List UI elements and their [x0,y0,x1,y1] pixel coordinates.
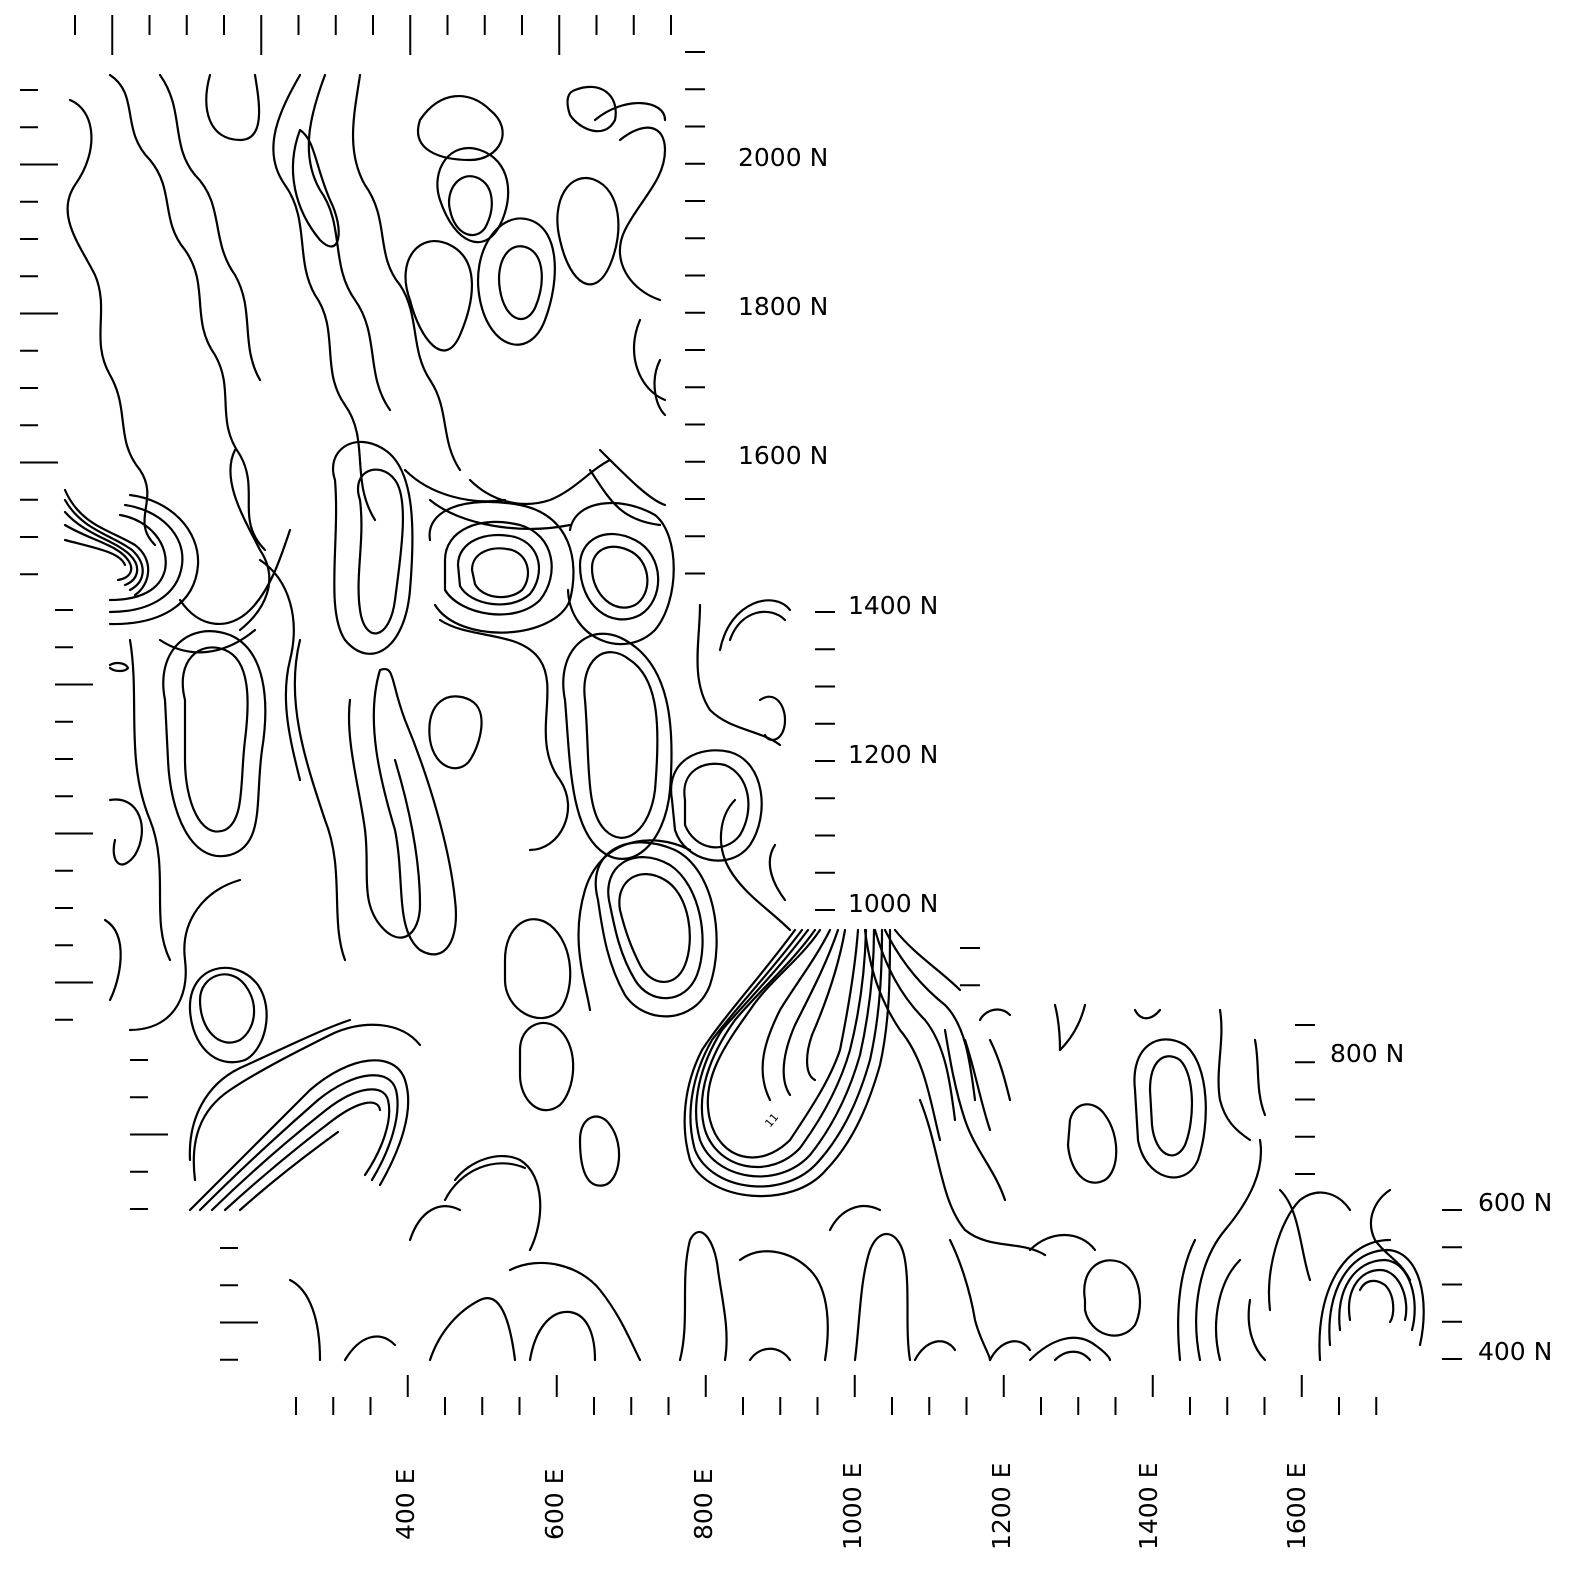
north-label-1200: 1200 N [848,740,938,769]
east-axis-labels: 400 E 600 E 800 E 1000 E 1200 E 1400 E 1… [391,1463,1311,1550]
east-label-400: 400 E [391,1469,420,1540]
east-label-1000: 1000 E [838,1463,867,1550]
east-label-1200: 1200 E [987,1463,1016,1550]
contour-lines [63,73,1425,1362]
axis-ticks [20,15,1462,1415]
north-label-2000: 2000 N [738,143,828,172]
east-label-1600: 1600 E [1282,1463,1311,1550]
east-label-600: 600 E [540,1469,569,1540]
contour-value-label: 11 [762,1111,781,1130]
north-label-1400: 1400 N [848,591,938,620]
east-label-800: 800 E [689,1469,718,1540]
north-label-600: 600 N [1478,1188,1552,1217]
north-label-1000: 1000 N [848,889,938,918]
north-axis-labels: 2000 N 1800 N 1600 N 1400 N 1200 N 1000 … [738,143,1552,1366]
north-label-800: 800 N [1330,1039,1404,1068]
east-label-1400: 1400 E [1134,1463,1163,1550]
north-label-1600: 1600 N [738,441,828,470]
north-label-1800: 1800 N [738,292,828,321]
north-label-400: 400 N [1478,1337,1552,1366]
